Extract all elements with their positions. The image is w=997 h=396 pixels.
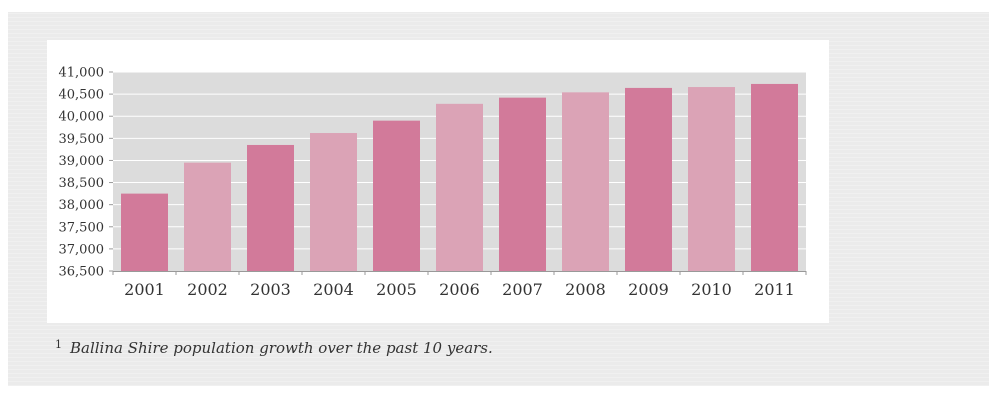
chart-card: 36,500 37,000 37,500 38,000 38,500 39,000 39,5… <box>47 40 829 323</box>
bar-chart: 36,500 37,000 37,500 38,000 38,500 39,000 39,5… <box>59 66 807 299</box>
bar-2010 <box>688 87 735 271</box>
y-tick-label: 37,000 <box>59 242 105 257</box>
x-tick-label: 2001 <box>124 280 165 299</box>
x-tick-label: 2005 <box>376 280 417 299</box>
x-tick-label: 2003 <box>250 280 291 299</box>
y-tick-label: 37,500 <box>59 220 105 235</box>
caption-text: Ballina Shire population growth over the… <box>70 339 493 357</box>
y-tick-label: 39,000 <box>59 154 105 169</box>
y-tick-label: 38,000 <box>59 198 105 213</box>
x-tick-label: 2007 <box>502 280 543 299</box>
y-tick-label: 38,500 <box>59 176 105 191</box>
bar-2005 <box>373 120 420 272</box>
y-tick-label: 39,500 <box>59 132 105 147</box>
x-tick-label: 2004 <box>313 280 354 299</box>
x-tick-label: 2008 <box>565 280 606 299</box>
bar-2001 <box>121 193 168 271</box>
x-tick-label: 2002 <box>187 280 228 299</box>
y-tick-label: 40,000 <box>59 110 105 125</box>
bar-2004 <box>310 133 357 271</box>
bar-2011 <box>751 83 798 271</box>
bar-2006 <box>436 103 483 271</box>
bar-2003 <box>247 144 294 271</box>
bar-2008 <box>562 92 609 271</box>
caption-number: 1 <box>55 338 62 351</box>
y-tick-label: 41,000 <box>59 66 105 81</box>
bar-2002 <box>184 162 231 271</box>
figure-caption: 1 Ballina Shire population growth over th… <box>55 338 493 357</box>
x-tick-label: 2011 <box>754 280 795 299</box>
x-tick-label: 2010 <box>691 280 732 299</box>
bar-2007 <box>499 97 546 271</box>
y-tick-label: 36,500 <box>59 265 105 280</box>
y-tick-label: 40,500 <box>59 88 105 103</box>
x-tick-label: 2009 <box>628 280 669 299</box>
x-tick-label: 2006 <box>439 280 480 299</box>
bar-2009 <box>625 87 672 271</box>
